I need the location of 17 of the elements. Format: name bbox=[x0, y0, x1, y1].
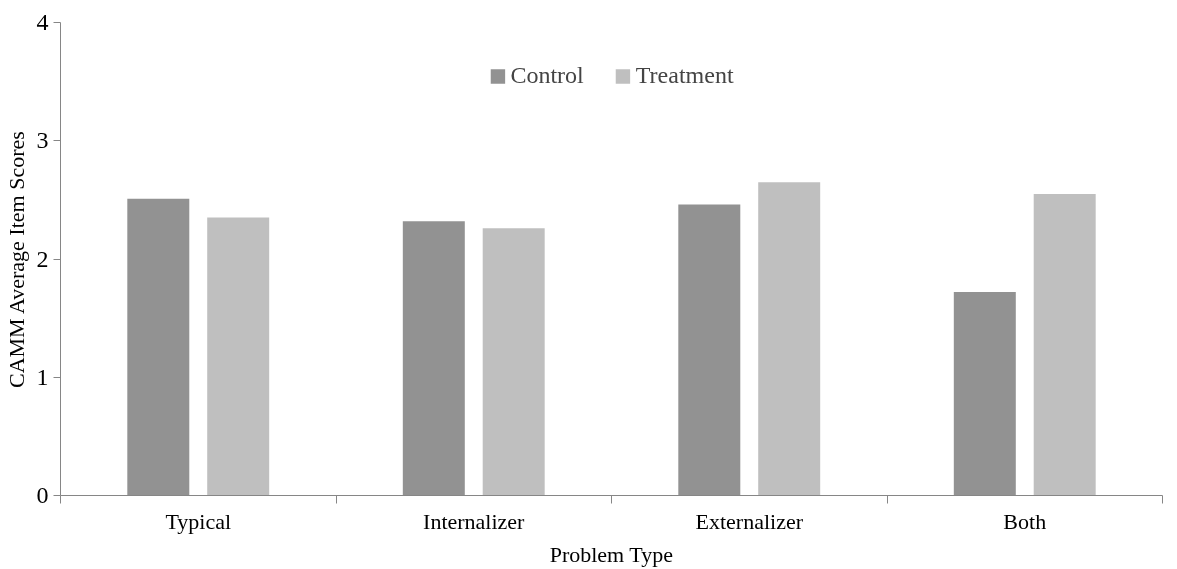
y-tick-label: 2 bbox=[36, 245, 49, 272]
bar bbox=[1033, 193, 1096, 496]
y-axis-title: CAMM Average Item Scores bbox=[3, 131, 29, 389]
bar bbox=[207, 217, 270, 496]
x-tick-label: Externalizer bbox=[695, 508, 804, 534]
y-tick-label: 4 bbox=[36, 9, 49, 35]
legend-label: Control bbox=[510, 62, 584, 89]
x-tick-label: Both bbox=[1003, 508, 1047, 534]
y-tick-label: 1 bbox=[36, 363, 49, 390]
y-tick-label: 0 bbox=[36, 482, 49, 508]
bar bbox=[758, 182, 821, 496]
x-axis-title: Problem Type bbox=[549, 541, 673, 567]
y-tick-label: 3 bbox=[36, 127, 49, 154]
x-tick-label: Typical bbox=[165, 508, 232, 534]
bar bbox=[482, 228, 545, 496]
x-tick-label: Internalizer bbox=[423, 508, 526, 534]
legend-label: Treatment bbox=[635, 62, 734, 89]
